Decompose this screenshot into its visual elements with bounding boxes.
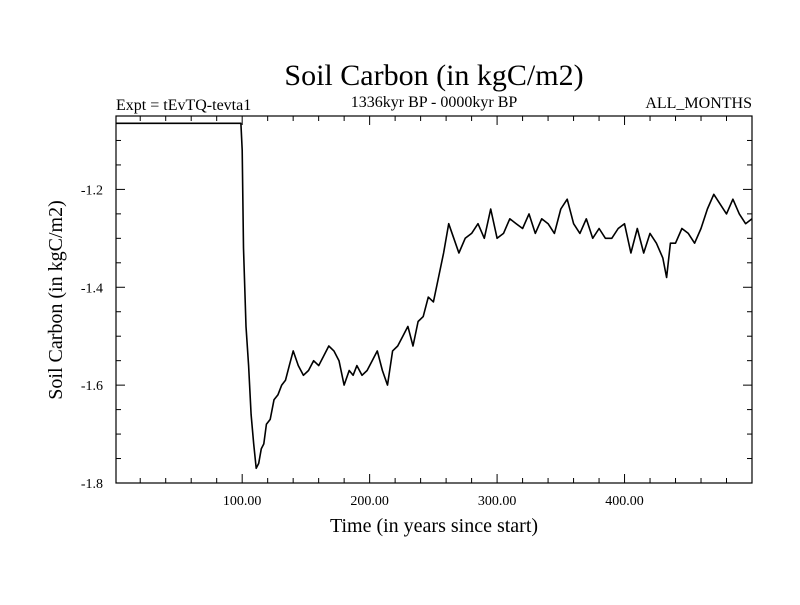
soil-carbon-line: [116, 122, 753, 470]
x-tick-label: 300.00: [478, 494, 517, 509]
x-axis: 100.00 200.00 300.00 400.00: [139, 116, 728, 509]
time-range-label: 1336kyr BP - 0000kyr BP: [351, 94, 518, 111]
y-axis: -1.8 -1.6 -1.4 -1.2: [81, 115, 752, 492]
months-label: ALL_MONTHS: [645, 95, 752, 112]
y-tick-label: -1.2: [81, 183, 103, 198]
experiment-label: Expt = tEvTQ-tevta1: [116, 97, 251, 114]
chart-title: Soil Carbon (in kgC/m2): [284, 59, 583, 92]
y-tick-label: -1.6: [81, 379, 103, 394]
x-tick-label: 400.00: [605, 494, 644, 509]
plot-frame: [115, 115, 753, 484]
y-tick-label: -1.8: [81, 477, 103, 492]
x-tick-label: 200.00: [350, 494, 389, 509]
y-tick-label: -1.4: [81, 281, 103, 296]
y-axis-label: Soil Carbon (in kgC/m2): [45, 200, 67, 399]
x-axis-label: Time (in years since start): [330, 515, 538, 537]
x-tick-label: 100.00: [223, 494, 262, 509]
